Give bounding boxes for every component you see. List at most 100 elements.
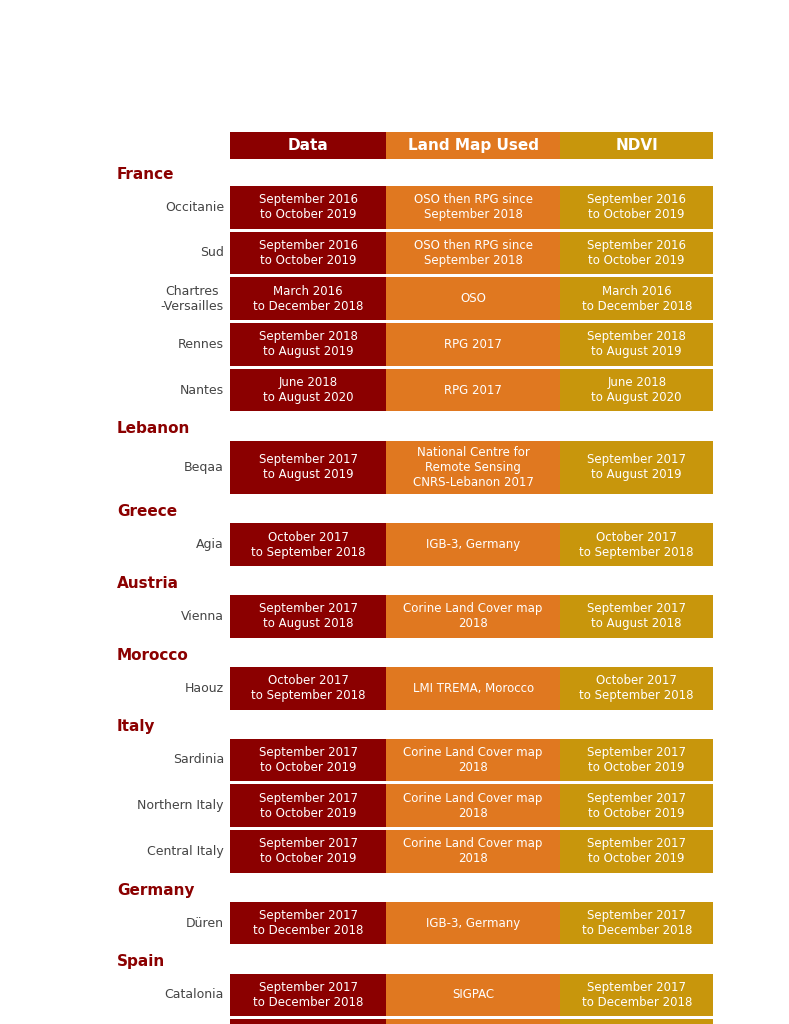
Text: September 2017
to August 2019: September 2017 to August 2019: [587, 454, 686, 481]
Text: September 2018
to August 2019: September 2018 to August 2019: [587, 331, 686, 358]
Text: RPG 2017: RPG 2017: [444, 338, 502, 351]
Bar: [560, 974, 713, 1016]
Bar: [560, 784, 713, 827]
Text: September 2017
to October 2019: September 2017 to October 2019: [259, 745, 357, 774]
Text: Rennes: Rennes: [178, 338, 224, 351]
Bar: [230, 667, 386, 710]
Text: OSO: OSO: [460, 292, 486, 305]
Text: Chartres
-Versailles: Chartres -Versailles: [161, 285, 224, 312]
Text: March 2016
to December 2018: March 2016 to December 2018: [581, 285, 692, 312]
Bar: [230, 738, 386, 781]
Text: France: France: [117, 167, 174, 181]
Bar: [230, 902, 386, 944]
Bar: [230, 278, 386, 319]
Bar: [230, 186, 386, 228]
Text: Lebanon: Lebanon: [117, 421, 190, 436]
Text: NDVI: NDVI: [615, 138, 658, 154]
Bar: [386, 369, 560, 412]
Bar: [560, 830, 713, 872]
Bar: [560, 186, 713, 228]
Text: September 2017
to August 2019: September 2017 to August 2019: [259, 454, 357, 481]
Text: September 2017
to October 2019: September 2017 to October 2019: [587, 838, 686, 865]
Bar: [230, 830, 386, 872]
Text: March 2016
to December 2018: March 2016 to December 2018: [252, 285, 363, 312]
Text: Central Italy: Central Italy: [148, 845, 224, 858]
Text: September 2017
to December 2018: September 2017 to December 2018: [252, 909, 363, 937]
Text: Northern Italy: Northern Italy: [137, 799, 224, 812]
Text: September 2016
to October 2019: September 2016 to October 2019: [587, 194, 686, 221]
Text: IGB-3, Germany: IGB-3, Germany: [426, 539, 520, 551]
Text: Sardinia: Sardinia: [173, 754, 224, 767]
Bar: [560, 369, 713, 412]
Bar: [560, 523, 713, 566]
Text: October 2017
to September 2018: October 2017 to September 2018: [579, 674, 694, 702]
Text: June 2018
to August 2020: June 2018 to August 2020: [592, 376, 682, 404]
Text: IGB-3, Germany: IGB-3, Germany: [426, 916, 520, 930]
Bar: [560, 902, 713, 944]
Text: RPG 2017: RPG 2017: [444, 384, 502, 396]
Text: Nantes: Nantes: [180, 384, 224, 396]
Bar: [386, 595, 560, 638]
Bar: [230, 369, 386, 412]
Text: Greece: Greece: [117, 504, 177, 519]
Text: September 2017
to October 2019: September 2017 to October 2019: [587, 745, 686, 774]
Bar: [560, 738, 713, 781]
Text: September 2017
to October 2019: September 2017 to October 2019: [259, 838, 357, 865]
Bar: [386, 784, 560, 827]
Bar: [230, 231, 386, 274]
Bar: [386, 738, 560, 781]
Text: Morocco: Morocco: [117, 647, 189, 663]
Text: Düren: Düren: [186, 916, 224, 930]
Text: September 2016
to October 2019: September 2016 to October 2019: [587, 239, 686, 267]
Bar: [386, 667, 560, 710]
Bar: [386, 278, 560, 319]
Text: October 2017
to September 2018: October 2017 to September 2018: [579, 530, 694, 559]
Bar: [230, 132, 386, 159]
Bar: [560, 132, 713, 159]
Bar: [386, 324, 560, 366]
Bar: [230, 324, 386, 366]
Bar: [386, 830, 560, 872]
Text: September 2017
to October 2019: September 2017 to October 2019: [587, 792, 686, 819]
Bar: [560, 231, 713, 274]
Bar: [230, 440, 386, 495]
Text: June 2018
to August 2020: June 2018 to August 2020: [263, 376, 353, 404]
Text: September 2017
to October 2019: September 2017 to October 2019: [259, 792, 357, 819]
Text: Land Map Used: Land Map Used: [408, 138, 539, 154]
Bar: [386, 523, 560, 566]
Text: September 2017
to August 2018: September 2017 to August 2018: [587, 602, 686, 631]
Text: Agia: Agia: [196, 539, 224, 551]
Bar: [230, 784, 386, 827]
Text: OSO then RPG since
September 2018: OSO then RPG since September 2018: [413, 239, 533, 267]
Bar: [386, 974, 560, 1016]
Text: SIGPAC: SIGPAC: [452, 988, 494, 1001]
Text: OSO then RPG since
September 2018: OSO then RPG since September 2018: [413, 194, 533, 221]
Text: Austria: Austria: [117, 575, 179, 591]
Text: September 2017
to December 2018: September 2017 to December 2018: [581, 909, 692, 937]
Bar: [230, 523, 386, 566]
Text: Vienna: Vienna: [181, 610, 224, 623]
Bar: [386, 440, 560, 495]
Text: LMI TREMA, Morocco: LMI TREMA, Morocco: [413, 682, 533, 694]
Bar: [560, 278, 713, 319]
Text: September 2018
to August 2019: September 2018 to August 2019: [259, 331, 357, 358]
Text: September 2016
to October 2019: September 2016 to October 2019: [259, 194, 357, 221]
Text: October 2017
to September 2018: October 2017 to September 2018: [251, 674, 365, 702]
Text: September 2017
to December 2018: September 2017 to December 2018: [252, 981, 363, 1009]
Bar: [560, 1019, 713, 1024]
Text: Beqaa: Beqaa: [184, 461, 224, 474]
Bar: [560, 667, 713, 710]
Text: Italy: Italy: [117, 719, 155, 734]
Text: Data: Data: [288, 138, 328, 154]
Text: Corine Land Cover map
2018: Corine Land Cover map 2018: [403, 792, 543, 819]
Bar: [230, 974, 386, 1016]
Text: Corine Land Cover map
2018: Corine Land Cover map 2018: [403, 602, 543, 631]
Text: Occitanie: Occitanie: [165, 201, 224, 214]
Bar: [230, 1019, 386, 1024]
Bar: [386, 231, 560, 274]
Text: Corine Land Cover map
2018: Corine Land Cover map 2018: [403, 838, 543, 865]
Text: Sud: Sud: [200, 247, 224, 259]
Text: September 2017
to August 2018: September 2017 to August 2018: [259, 602, 357, 631]
Text: National Centre for
Remote Sensing
CNRS-Lebanon 2017: National Centre for Remote Sensing CNRS-…: [413, 445, 533, 488]
Bar: [560, 440, 713, 495]
